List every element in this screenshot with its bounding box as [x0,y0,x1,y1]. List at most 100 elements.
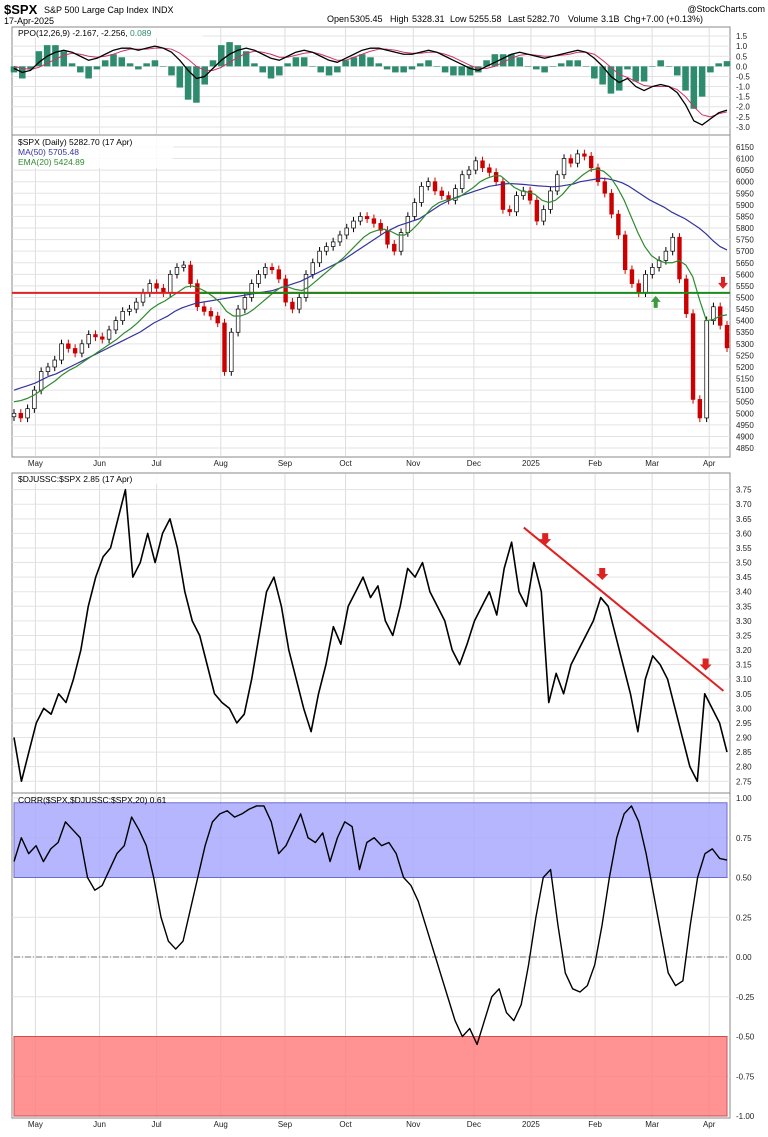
ppo-histogram-bar [60,51,68,67]
candle-body [222,322,227,372]
ppo-histogram-bar [342,60,349,67]
y-tick-label: 5700 [736,247,754,256]
candle-body [663,250,669,261]
ppo-histogram-bar [408,66,416,70]
candle-body [127,308,132,312]
y-tick-label: 3.50 [736,559,752,568]
x-tick-label: Jun [93,459,106,468]
candle-body [480,160,485,169]
candle-body [636,283,641,294]
y-tick-label: 5850 [736,212,754,221]
ppo-histogram-bar [93,66,101,70]
ppo-histogram-bar [499,54,507,67]
last-value: 5282.70 [527,14,560,24]
candle-body [249,283,254,298]
ratio-label-bg [13,474,163,484]
y-tick-label: -1.5 [736,93,750,102]
price-layer [11,149,730,423]
open-label: Open [327,14,349,24]
ppo-histogram-bar [292,57,300,67]
y-tick-label: 5950 [736,189,754,198]
chg-label: Chg [624,14,641,24]
y-tick-label: 3.10 [736,675,752,684]
ppo-histogram-bar [549,66,557,67]
y-tick-label: 5000 [736,409,754,418]
y-tick-label: 3.65 [736,515,752,524]
ppo-histogram-bar [10,66,18,73]
ppo-histogram-bar [193,66,200,103]
candle-body [629,269,635,284]
candle-body [263,267,268,275]
ratio-trendline [523,526,725,692]
ppo-histogram-bar [698,66,706,97]
y-tick-label: -0.25 [736,993,755,1002]
chart-date: 17-Apr-2025 [4,16,54,26]
candle-body [106,329,112,340]
candle-body [541,209,546,222]
y-tick-label: 5900 [736,201,754,210]
candle-body [79,343,85,354]
ratio-panel [11,472,731,794]
y-tick-label: 5450 [736,305,754,314]
y-tick-label: 0.00 [736,953,752,962]
ppo-label-bg [13,28,203,38]
price-panel [11,134,731,458]
last-label: Last [508,14,526,24]
candle-body [140,292,146,303]
candle-body [588,155,594,169]
correlation-layer [13,802,728,1117]
y-tick-label: 0.50 [736,874,752,883]
ppo-histogram-bar [27,66,34,70]
candle-body [201,306,207,312]
ppo-histogram-bar [383,66,391,70]
candle-body [195,283,200,308]
ppo-histogram-bar [77,66,84,73]
y-tick-label: 3.25 [736,631,752,640]
candle-body [188,264,193,284]
y-tick-label: 1.00 [736,794,752,803]
y-tick-label: 5650 [736,259,754,268]
y-tick-label: 5550 [736,282,754,291]
ppo-histogram-bar [110,54,117,67]
candle-body [405,216,411,233]
candle-body [52,359,57,368]
ratio-layer [13,488,728,783]
ppo-histogram-bar [259,66,266,73]
ppo-histogram-bar [135,66,142,70]
candle-body [527,190,533,201]
ppo-histogram-bar [267,66,275,79]
x-tick-label: 2025 [522,1120,540,1129]
candle-body [276,269,282,280]
candle-body [650,267,655,275]
candle-body [697,399,703,419]
candle-body [487,167,492,173]
y-tick-label: 4950 [736,421,754,430]
y-tick-label: -2.0 [736,103,750,112]
y-tick-label: 2.80 [736,763,752,772]
ppo-histogram-bar [541,66,548,73]
candle-body [25,408,30,419]
ppo-histogram-bar [615,66,623,91]
y-tick-label: -2.5 [736,113,750,122]
ppo-histogram-bar [350,57,358,67]
candle-body [704,320,709,419]
candle-body [330,241,336,247]
candle-body [392,243,397,252]
ma50-line [13,177,728,391]
candle-body [595,167,601,183]
candle-body [466,169,472,176]
ppo-histogram-bar [475,66,482,73]
candle-body [256,273,261,284]
y-tick-label: 3.30 [736,617,752,626]
ppo-histogram-bar [574,60,582,67]
candle-body [364,216,370,220]
x-tick-label: Aug [214,1120,228,1129]
candle-body [174,267,180,275]
candle-body [290,301,295,310]
candle-body [297,297,302,310]
candle-body [419,185,424,203]
candle-body [412,202,417,217]
x-tick-label: Feb [588,1120,602,1129]
ppo-histogram-bar [433,66,441,67]
ppo-histogram-bar [441,66,449,73]
